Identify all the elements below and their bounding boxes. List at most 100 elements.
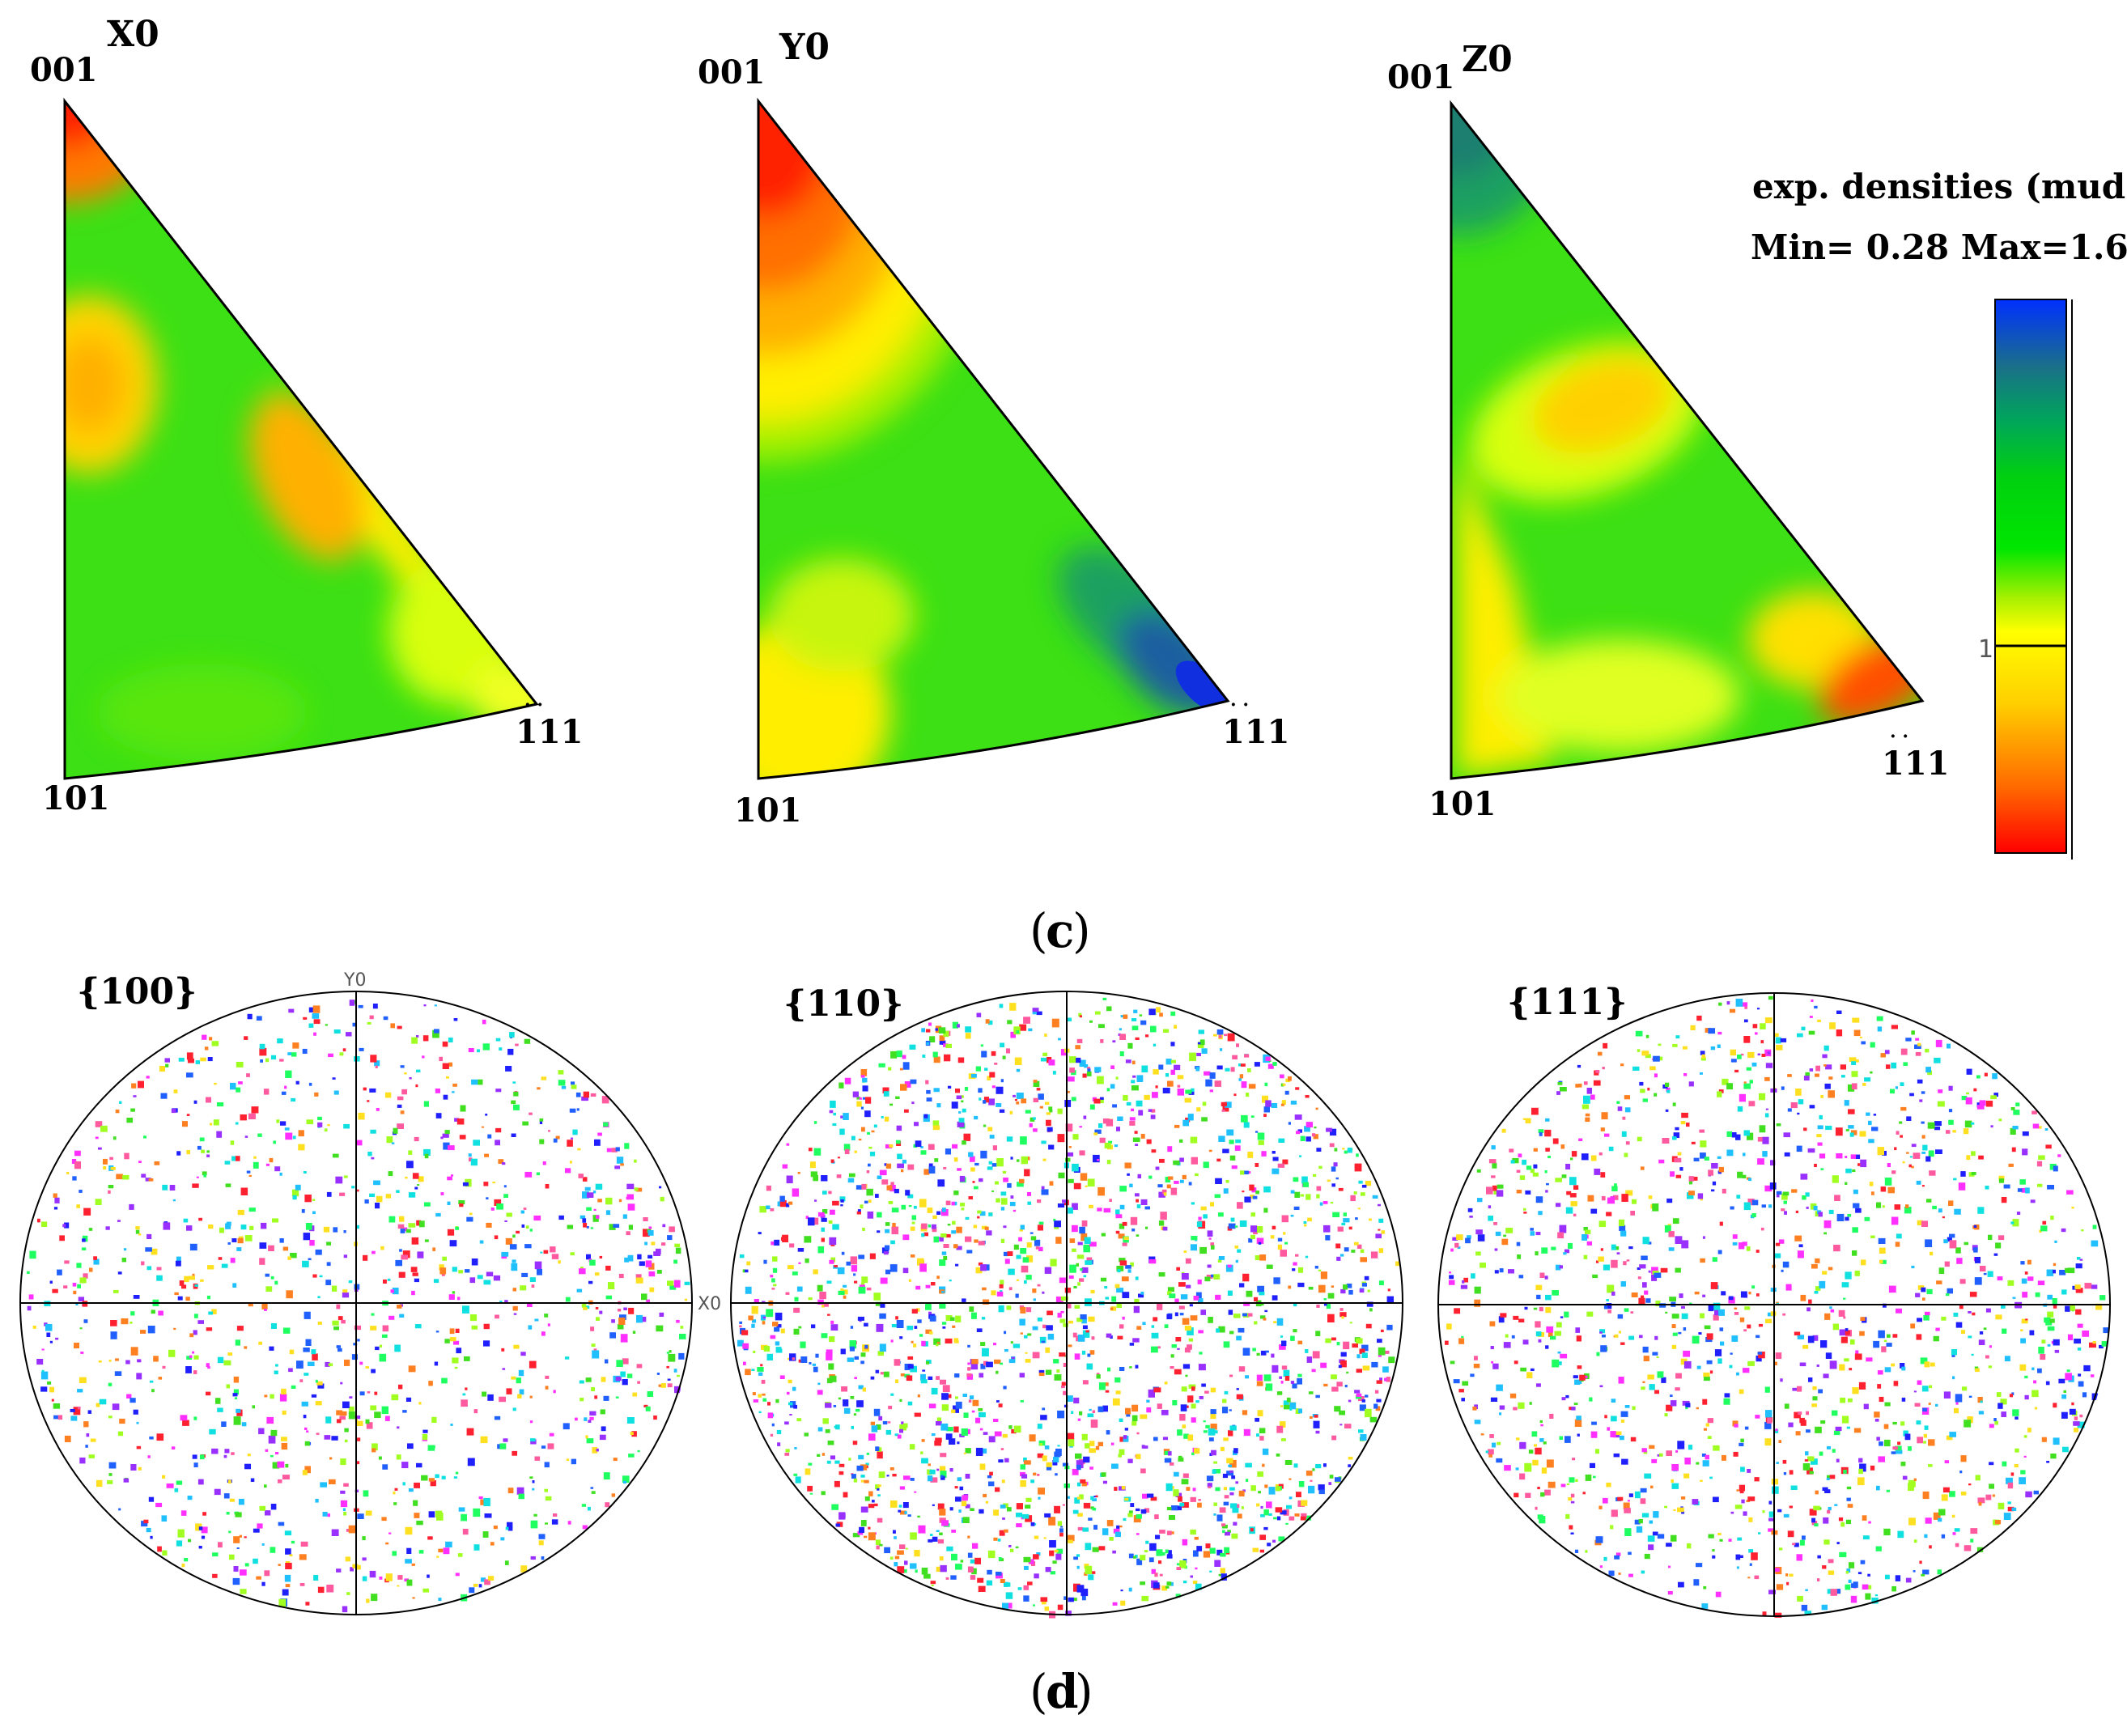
pole-point: [1757, 1008, 1760, 1010]
pole-point: [678, 1352, 685, 1360]
pole-point: [1250, 1225, 1257, 1233]
pole-point: [636, 1314, 643, 1323]
pole-point: [228, 1530, 231, 1534]
pole-point: [1230, 1503, 1238, 1509]
pole-point: [866, 1188, 873, 1196]
pole-point: [1378, 1218, 1384, 1223]
pole-point: [1675, 1387, 1680, 1391]
pole-point: [855, 1185, 863, 1190]
pole-point: [1131, 1228, 1136, 1232]
pole-point: [1546, 1326, 1554, 1333]
pole-point: [414, 1482, 420, 1488]
pole-point: [852, 1533, 860, 1538]
pole-point: [1076, 1057, 1081, 1063]
pole-point: [1360, 1249, 1365, 1254]
pole-point: [346, 1032, 352, 1037]
pole-point: [1608, 1146, 1614, 1152]
pole-point: [628, 1225, 633, 1230]
pole-point: [888, 1405, 893, 1410]
pole-point: [1082, 1527, 1089, 1532]
pole-point: [126, 1394, 132, 1399]
pole-point: [435, 1474, 439, 1479]
pole-point: [1546, 1182, 1549, 1186]
pole-point: [1058, 1172, 1065, 1178]
pole-point: [926, 1089, 931, 1094]
pole-point: [1027, 1333, 1032, 1336]
pole-point: [71, 1159, 77, 1164]
pole-point: [1297, 1373, 1302, 1377]
pole-point: [914, 1412, 921, 1417]
pole-point: [1934, 1127, 1941, 1131]
pole-point: [1845, 1271, 1852, 1280]
pole-point: [1539, 1438, 1544, 1442]
pole-point: [1805, 1192, 1810, 1197]
pole-point: [1207, 1483, 1212, 1488]
pole-point: [100, 1125, 108, 1132]
pole-point: [860, 1475, 865, 1478]
pole-point: [1119, 1418, 1123, 1422]
pole-point: [88, 1454, 95, 1458]
pole-point: [253, 1156, 257, 1159]
pole-point: [1642, 1346, 1649, 1353]
pole-point: [2016, 1212, 2021, 1215]
pole-point: [201, 1535, 206, 1539]
pole-point: [955, 1315, 962, 1322]
pole-point: [1141, 1065, 1148, 1073]
pole-point: [1239, 1220, 1247, 1227]
pole-point: [2053, 1263, 2057, 1267]
pole-point: [1032, 1326, 1038, 1331]
pole-point: [1007, 1182, 1012, 1188]
pole-point: [1887, 1163, 1891, 1168]
pole-point: [1808, 1030, 1815, 1035]
pole-point: [1749, 1080, 1753, 1084]
pole-figure-111-points: [1445, 995, 2109, 1618]
pole-point: [166, 1483, 174, 1488]
pole-point: [1017, 1587, 1022, 1590]
pole-point: [1843, 1470, 1847, 1474]
pole-point: [1135, 1144, 1139, 1146]
pole-point: [1545, 1345, 1549, 1349]
pole-point: [1214, 1194, 1221, 1199]
pole-point: [193, 1314, 198, 1318]
pole-point: [1188, 1338, 1194, 1342]
pole-point: [1378, 1248, 1383, 1254]
pole-point: [647, 1254, 653, 1258]
pole-point: [1225, 1531, 1230, 1536]
pole-point: [1923, 1433, 1927, 1438]
pole-point: [2044, 1128, 2048, 1131]
pole-point: [1892, 1334, 1898, 1338]
pole-point: [265, 1163, 270, 1166]
pole-point: [292, 1042, 299, 1049]
pole-point: [873, 1503, 878, 1507]
pole-point: [1621, 1194, 1628, 1202]
pole-point: [615, 1396, 619, 1399]
pole-point: [1113, 1528, 1120, 1534]
pole-point: [1839, 1551, 1847, 1558]
pole-point: [1569, 1525, 1573, 1530]
pole-point: [933, 1056, 940, 1063]
pole-point: [1702, 1236, 1705, 1239]
pole-point: [1844, 1358, 1849, 1362]
pole-point: [595, 1183, 603, 1190]
pole-point: [52, 1288, 58, 1293]
pole-point: [1613, 1433, 1620, 1438]
pole-point: [1170, 1042, 1175, 1046]
pole-point: [350, 1567, 354, 1572]
pole-point: [1965, 1097, 1972, 1105]
pole-point: [1047, 1334, 1055, 1340]
pole-point: [1058, 1038, 1061, 1041]
pole-point: [1768, 1204, 1773, 1208]
pole-point: [520, 1285, 527, 1291]
pole-point: [611, 1319, 615, 1323]
pole-point: [1862, 1515, 1867, 1521]
pole-point: [1003, 1178, 1008, 1182]
pole-point: [830, 1159, 834, 1163]
pole-point: [1632, 1199, 1637, 1204]
pole-point: [88, 1228, 93, 1231]
pole-point: [895, 1096, 900, 1099]
pole-point: [1853, 1029, 1861, 1037]
pole-point: [405, 1526, 413, 1535]
pole-point: [375, 1346, 380, 1351]
pole-point: [1293, 1177, 1299, 1182]
pole-point: [972, 1543, 979, 1549]
